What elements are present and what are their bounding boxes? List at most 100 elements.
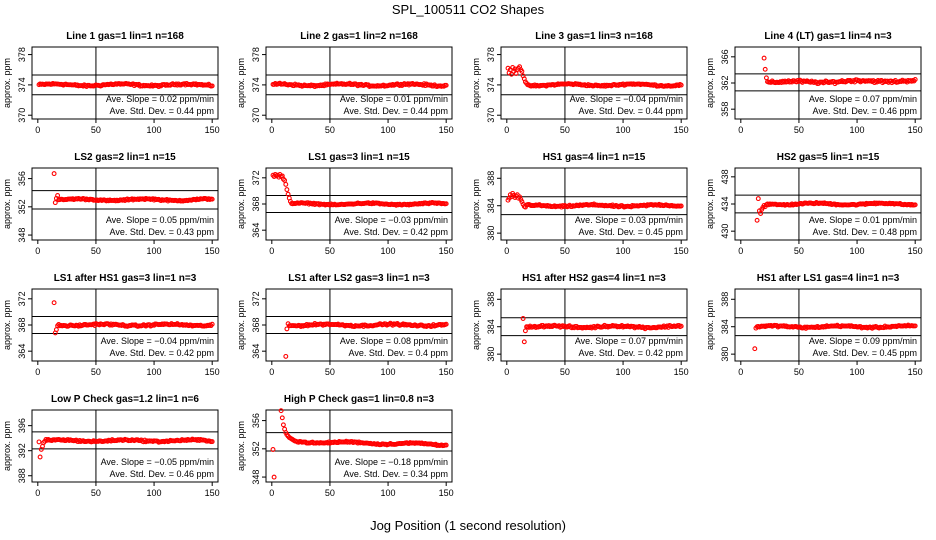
data-point (443, 321, 449, 327)
panel-title: Line 1 gas=1 lin=1 n=168 (66, 31, 184, 42)
y-tick-label: 368 (251, 317, 261, 332)
x-tick-label: 0 (35, 367, 40, 377)
x-tick-label: 50 (560, 367, 570, 377)
y-tick-label: 364 (17, 344, 27, 359)
y-tick-label: 348 (17, 228, 27, 243)
x-tick-label: 50 (325, 367, 335, 377)
slope-annotation: Ave. Slope = 0.07 ppm/min (575, 336, 683, 346)
slope-annotation: Ave. Slope = 0.09 ppm/min (809, 336, 917, 346)
data-point (284, 187, 290, 193)
data-point (441, 83, 447, 89)
x-tick-label: 0 (504, 367, 509, 377)
std-dev-annotation: Ave. Std. Dev. = 0.44 ppm (110, 106, 214, 116)
data-point (678, 203, 684, 209)
x-tick-label: 100 (616, 125, 631, 135)
x-tick-label: 50 (794, 246, 804, 256)
y-tick-label: 388 (720, 292, 730, 307)
y-tick-label: 348 (251, 470, 261, 485)
std-dev-annotation: Ave. Std. Dev. = 0.44 ppm (579, 106, 683, 116)
x-tick-label: 50 (560, 125, 570, 135)
x-tick-label: 150 (205, 488, 220, 498)
data-point (209, 196, 215, 202)
x-tick-label: 0 (269, 367, 274, 377)
x-tick-label: 100 (147, 488, 162, 498)
y-axis-label: approx. ppm (236, 421, 246, 471)
y-axis-label: approx. ppm (2, 179, 12, 229)
data-point (271, 474, 277, 480)
data-point (156, 84, 162, 90)
y-axis-label: approx. ppm (2, 300, 12, 350)
y-tick-label: 388 (486, 171, 496, 186)
x-tick-label: 0 (738, 125, 743, 135)
y-tick-label: 378 (17, 47, 27, 62)
panel-title: High P Check gas=1 lin=0.8 n=3 (284, 394, 435, 405)
data-point (761, 55, 767, 61)
y-tick-label: 378 (251, 47, 261, 62)
x-tick-label: 50 (91, 246, 101, 256)
y-tick-label: 384 (486, 198, 496, 213)
data-point (519, 68, 525, 74)
data-point (279, 415, 285, 421)
x-tick-label: 150 (908, 246, 923, 256)
x-tick-label: 100 (616, 367, 631, 377)
std-dev-annotation: Ave. Std. Dev. = 0.43 ppm (110, 227, 214, 237)
y-tick-label: 370 (17, 108, 27, 123)
y-tick-label: 352 (251, 441, 261, 456)
data-point (36, 439, 42, 445)
y-tick-label: 392 (17, 443, 27, 458)
x-tick-label: 100 (850, 367, 865, 377)
data-point (758, 211, 764, 216)
x-tick-label: 150 (439, 125, 454, 135)
std-dev-annotation: Ave. Std. Dev. = 0.46 ppm (813, 106, 917, 116)
panel-13: High P Check gas=1 lin=0.8 n=3 0 50 100 150 3… (236, 394, 454, 498)
std-dev-annotation: Ave. Std. Dev. = 0.45 ppm (813, 348, 917, 358)
slope-annotation: Ave. Slope = −0.04 ppm/min (570, 94, 683, 104)
y-tick-label: 368 (17, 317, 27, 332)
x-tick-label: 0 (738, 246, 743, 256)
slope-annotation: Ave. Slope = −0.03 ppm/min (335, 215, 448, 225)
data-point (209, 439, 215, 445)
x-tick-label: 150 (439, 488, 454, 498)
std-dev-annotation: Ave. Std. Dev. = 0.42 ppm (344, 227, 448, 237)
x-axis-title: Jog Position (1 second resolution) (370, 518, 566, 533)
data-point (522, 328, 528, 334)
y-axis-label: approx. ppm (236, 58, 246, 108)
x-tick-label: 0 (269, 246, 274, 256)
slope-annotation: Ave. Slope = 0.07 ppm/min (809, 94, 917, 104)
slope-annotation: Ave. Slope = 0.02 ppm/min (106, 94, 214, 104)
data-point (912, 77, 918, 82)
panel-frame (265, 409, 453, 483)
panel-12: Low P Check gas=1.2 lin=1 n=6 0 50 100 150 38… (2, 394, 220, 498)
data-point (678, 323, 684, 329)
x-tick-label: 150 (439, 367, 454, 377)
y-tick-label: 372 (17, 291, 27, 306)
y-tick-label: 364 (251, 223, 261, 238)
std-dev-annotation: Ave. Std. Dev. = 0.34 ppm (344, 469, 448, 479)
data-point (270, 447, 276, 452)
x-tick-label: 100 (616, 246, 631, 256)
y-axis-label: approx. ppm (471, 300, 481, 350)
x-tick-label: 0 (35, 488, 40, 498)
data-point (763, 75, 769, 81)
y-tick-label: 380 (720, 347, 730, 362)
panel-title: Line 2 gas=1 lin=2 n=168 (300, 31, 418, 42)
x-tick-label: 50 (91, 125, 101, 135)
slope-annotation: Ave. Slope = 0.01 ppm/min (340, 94, 448, 104)
data-point (755, 196, 761, 202)
y-tick-label: 372 (251, 170, 261, 185)
x-tick-label: 0 (504, 125, 509, 135)
x-tick-label: 0 (504, 246, 509, 256)
x-tick-label: 150 (439, 246, 454, 256)
x-tick-label: 100 (381, 246, 396, 256)
x-tick-label: 100 (147, 125, 162, 135)
data-point (209, 321, 215, 327)
data-point (762, 66, 768, 72)
panel-title: LS1 after LS2 gas=3 lin=1 n=3 (288, 273, 430, 284)
x-tick-label: 0 (269, 125, 274, 135)
y-tick-label: 372 (251, 291, 261, 306)
x-tick-label: 0 (738, 367, 743, 377)
panel-frame (265, 46, 453, 120)
x-tick-label: 150 (908, 367, 923, 377)
y-tick-label: 358 (720, 102, 730, 117)
